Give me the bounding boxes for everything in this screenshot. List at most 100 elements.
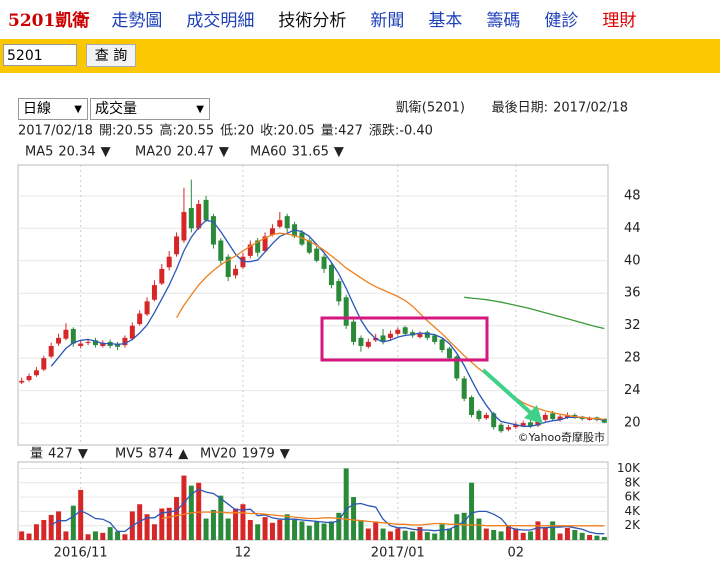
candle-body [233, 268, 239, 276]
select-text: 日線 [23, 101, 51, 117]
candle-body [328, 264, 334, 286]
candle-body [387, 333, 393, 338]
info-text: 20 [238, 124, 255, 139]
candle-body [218, 240, 224, 261]
candle-body [210, 216, 216, 245]
volume-frame [17, 461, 609, 541]
candle-body [446, 348, 452, 359]
x-tick-label: 12 [235, 546, 252, 561]
info-text: ▼ [280, 447, 290, 462]
select-arrow: ▼ [74, 104, 82, 115]
candle-body [498, 424, 504, 432]
volume-bar [351, 497, 357, 540]
volume-bar [535, 521, 541, 540]
info-text: 高: [160, 123, 177, 139]
candle-body [129, 325, 135, 339]
volume-bar [402, 530, 408, 540]
candle-body [100, 342, 106, 346]
nav-link[interactable]: 技術分析 [278, 10, 347, 31]
y-tick-label: 2K [624, 518, 641, 532]
info-text: 427 [338, 124, 363, 139]
candle-body [402, 327, 408, 334]
y-tick-label: 36 [624, 286, 641, 301]
header-date: 2017/02/18 [553, 101, 628, 116]
volume-bar [387, 531, 393, 540]
candle-body [321, 256, 327, 269]
info-text: 量: [321, 124, 338, 139]
candle-body [314, 248, 320, 261]
volume-bar [26, 533, 32, 540]
candle-body [48, 345, 54, 357]
volume-bar [78, 489, 84, 540]
stock-link[interactable]: 5201凱衛 [8, 10, 90, 31]
ma-line [50, 219, 605, 427]
candle-body [269, 228, 275, 235]
volume-bar [144, 514, 150, 540]
info-text: 427 [48, 447, 73, 462]
y-tick-label: 40 [624, 253, 641, 268]
ma-line [161, 511, 605, 527]
candle-body [137, 313, 143, 325]
period-select[interactable]: 日線 ▼ [18, 98, 88, 120]
volume-bar [277, 519, 283, 540]
volume-bar [56, 511, 62, 540]
candle-body [174, 236, 180, 255]
volume-bar [417, 527, 423, 540]
highlight-box [320, 316, 489, 362]
candle-body [203, 199, 209, 221]
candle-body [343, 297, 349, 326]
volume-bar [247, 519, 253, 540]
nav-link[interactable]: 籌碼 [486, 10, 521, 31]
volume-bar [19, 531, 25, 540]
candle-body [424, 332, 430, 338]
volume-bar [365, 528, 371, 540]
volume-bar [210, 509, 216, 540]
y-tick-label: 48 [624, 188, 641, 203]
candle-body [491, 413, 497, 428]
volume-bar [564, 527, 570, 540]
info-text: MA20 [135, 145, 172, 160]
candle-body [520, 423, 526, 426]
search-input[interactable]: 5201 [3, 44, 77, 66]
info-text: ▲ [178, 447, 188, 462]
candle-body [358, 337, 364, 346]
candle-body [432, 335, 438, 342]
volume-bar [380, 528, 386, 540]
candle-body [336, 281, 342, 302]
info-text: MA60 [250, 145, 287, 160]
nav-link[interactable]: 成交明細 [186, 10, 255, 31]
nav-link[interactable]: 走勢圖 [111, 10, 163, 31]
ma-line [176, 232, 605, 420]
candle-body [78, 343, 84, 346]
select-arrow: ▼ [196, 104, 204, 115]
nav-link[interactable]: 基本 [428, 10, 463, 31]
volume-bar [336, 512, 342, 540]
volume-bar [115, 531, 121, 540]
volume-bar [424, 532, 430, 540]
nav-link[interactable]: 理財 [602, 10, 637, 31]
candle-body [70, 328, 76, 344]
info-text: 20.47 [177, 145, 214, 160]
info-text: 量 [30, 447, 43, 462]
volume-bar [92, 531, 98, 540]
search-button[interactable]: 查 詢 [86, 44, 136, 67]
candle-body [439, 339, 445, 351]
x-tick-label: 2017/01 [371, 546, 425, 561]
volume-bar [432, 533, 438, 540]
ma-line [50, 488, 605, 535]
volume-bar [410, 531, 416, 540]
volume-bar [269, 522, 275, 540]
candle-body [395, 329, 401, 334]
candle-body [587, 418, 593, 420]
info-text: 漲跌: [369, 123, 399, 139]
volume-bar [299, 521, 305, 540]
candle-body [542, 414, 548, 420]
indicator-select[interactable]: 成交量 ▼ [90, 98, 210, 120]
volume-bar [63, 531, 69, 540]
header-name: 凱衛(5201) [396, 101, 465, 116]
annotation-arrowhead [524, 405, 543, 424]
nav-link[interactable]: 健診 [544, 10, 579, 31]
nav-link[interactable]: 新聞 [370, 10, 405, 31]
candle-body [196, 203, 202, 229]
